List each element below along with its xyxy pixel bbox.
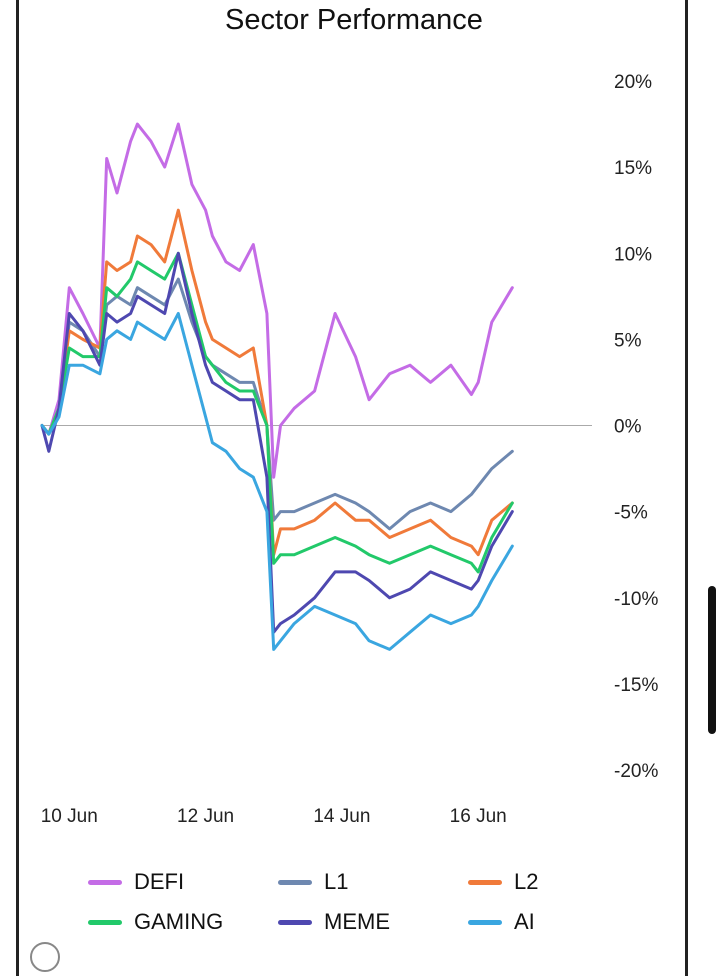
legend-item-gaming[interactable]: GAMING bbox=[88, 908, 278, 936]
legend-swatch bbox=[468, 879, 502, 885]
legend-label: L2 bbox=[514, 869, 539, 894]
legend-label: DEFI bbox=[134, 869, 185, 894]
y-tick-label: 20% bbox=[614, 72, 652, 93]
y-tick-label: -20% bbox=[614, 761, 658, 782]
y-tick-label: -15% bbox=[614, 675, 658, 696]
chart-title: Sector Performance bbox=[225, 4, 483, 36]
legend-item-l2[interactable]: L2 bbox=[468, 868, 628, 896]
legend-item-defi[interactable]: DEFI bbox=[88, 868, 278, 896]
legend-swatch bbox=[88, 919, 122, 925]
home-indicator-icon bbox=[30, 942, 60, 972]
y-tick-label: 15% bbox=[614, 158, 652, 179]
series-line-gaming bbox=[40, 251, 514, 574]
legend-label: AI bbox=[514, 909, 535, 934]
y-tick-label: 10% bbox=[614, 244, 652, 265]
legend-label: L1 bbox=[324, 869, 349, 894]
series-line-meme bbox=[40, 251, 514, 634]
chart-legend: DEFI L1 L2 GAMING MEME AI bbox=[88, 868, 628, 936]
series-line-l2 bbox=[40, 208, 514, 557]
y-tick-label: 0% bbox=[614, 417, 642, 438]
legend-swatch bbox=[468, 919, 502, 925]
series-line-defi bbox=[40, 122, 514, 479]
phone-frame bbox=[16, 0, 688, 976]
x-tick-label: 12 Jun bbox=[177, 806, 234, 827]
legend-item-l1[interactable]: L1 bbox=[278, 868, 468, 896]
series-line-ai bbox=[40, 312, 514, 651]
legend-swatch bbox=[278, 919, 312, 925]
sector-performance-chart: 20% 15% 10% 5% 0% -5% -10% -15% -20% 10 Jun 12 Ju… bbox=[40, 72, 658, 827]
y-tick-label: -10% bbox=[614, 589, 658, 610]
x-tick-label: 14 Jun bbox=[313, 806, 370, 827]
y-tick-label: 5% bbox=[614, 330, 642, 351]
scrollbar-thumb[interactable] bbox=[708, 586, 716, 734]
legend-swatch bbox=[278, 879, 312, 885]
legend-label: GAMING bbox=[134, 909, 224, 934]
x-tick-label: 10 Jun bbox=[41, 806, 98, 827]
y-tick-label: -5% bbox=[614, 503, 648, 524]
legend-label: MEME bbox=[324, 909, 390, 934]
legend-item-ai[interactable]: AI bbox=[468, 908, 628, 936]
legend-item-meme[interactable]: MEME bbox=[278, 908, 468, 936]
legend-swatch bbox=[88, 879, 122, 885]
x-tick-label: 16 Jun bbox=[450, 806, 507, 827]
